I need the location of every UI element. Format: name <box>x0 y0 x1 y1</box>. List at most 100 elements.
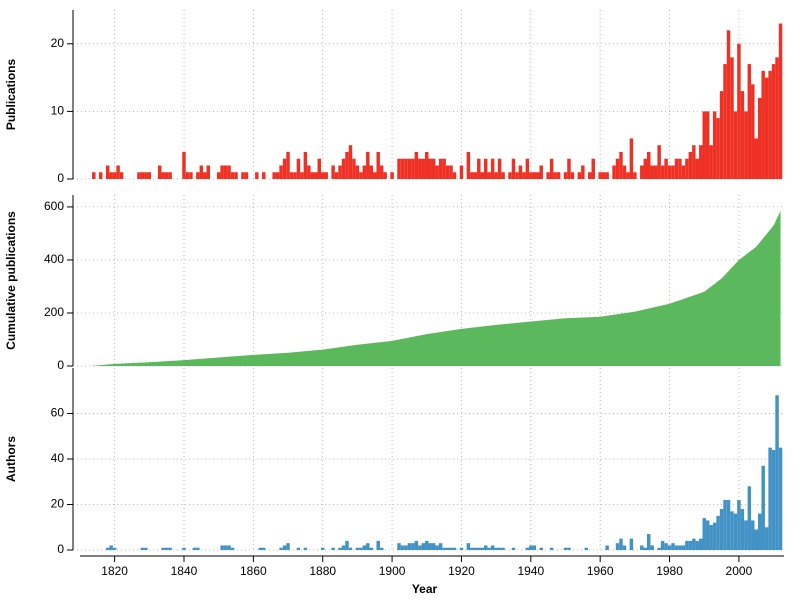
bar <box>272 172 276 179</box>
bar <box>626 172 630 179</box>
bar <box>216 172 221 179</box>
bar <box>657 547 661 550</box>
bar <box>234 172 238 179</box>
bar <box>692 145 696 179</box>
bar <box>262 547 266 550</box>
x-axis-label: Year <box>412 582 438 596</box>
bar <box>275 172 280 179</box>
bar <box>563 547 568 550</box>
bar <box>300 172 304 179</box>
bar <box>664 158 668 179</box>
bar <box>352 158 356 179</box>
bar <box>383 172 387 179</box>
y-tick-label: 200 <box>44 305 64 319</box>
bar <box>483 545 488 550</box>
bar <box>369 547 374 550</box>
bar <box>435 165 439 179</box>
bar <box>605 545 609 550</box>
bar <box>407 543 412 550</box>
bar <box>459 547 464 550</box>
bar <box>695 158 700 179</box>
bar <box>761 465 765 550</box>
bar <box>203 172 207 179</box>
bar <box>667 545 672 550</box>
y-tick-label: 10 <box>51 104 65 118</box>
bar <box>161 172 165 179</box>
y-axis-label: Publications <box>4 59 18 131</box>
bar <box>699 145 703 179</box>
x-tick-label: 1820 <box>101 564 128 578</box>
bar <box>681 165 686 179</box>
bar <box>338 547 342 550</box>
bar <box>511 547 516 550</box>
bar <box>470 547 474 550</box>
bar <box>397 543 401 550</box>
bar <box>341 545 346 550</box>
bar <box>730 57 734 179</box>
bar <box>418 545 422 550</box>
x-tick-label: 1940 <box>517 564 544 578</box>
bar <box>449 165 453 179</box>
x-tick-label: 1880 <box>309 564 336 578</box>
bar <box>116 165 120 179</box>
bar <box>588 172 592 179</box>
x-tick-label: 1960 <box>587 564 614 578</box>
bar <box>525 547 530 550</box>
bar <box>227 165 231 179</box>
bar <box>112 172 117 179</box>
bar <box>230 172 235 179</box>
bar <box>279 165 283 179</box>
bar <box>366 543 370 550</box>
bar <box>341 158 346 179</box>
bar <box>688 540 693 550</box>
bar <box>230 547 235 550</box>
bar <box>390 172 394 179</box>
bar <box>480 172 484 179</box>
bar <box>258 547 263 550</box>
bar <box>678 545 682 550</box>
bar <box>144 547 148 550</box>
bar <box>182 151 186 179</box>
bar <box>522 172 526 179</box>
bar <box>376 540 380 550</box>
bar <box>667 165 672 179</box>
bar <box>296 158 301 179</box>
bar <box>647 534 651 550</box>
bar <box>109 172 113 179</box>
bar <box>164 547 169 550</box>
x-tick-label: 1860 <box>240 564 267 578</box>
bar <box>744 520 748 550</box>
bar <box>345 540 349 550</box>
bar <box>598 172 602 179</box>
bar <box>206 165 210 179</box>
bar <box>490 158 495 179</box>
y-tick-label: 400 <box>44 252 64 266</box>
bar <box>768 70 772 179</box>
bar <box>431 158 436 179</box>
bar <box>196 172 200 179</box>
bar <box>567 547 571 550</box>
bar <box>778 447 783 550</box>
bar <box>442 158 446 179</box>
bar <box>747 486 752 550</box>
bar <box>414 151 419 179</box>
bar <box>775 395 779 550</box>
bar <box>369 165 374 179</box>
bar <box>425 151 429 179</box>
bar <box>359 547 363 550</box>
bar <box>719 509 724 550</box>
bar <box>473 172 478 179</box>
bar <box>570 172 575 179</box>
bar <box>768 447 772 550</box>
bar <box>716 118 720 179</box>
bar <box>539 165 543 179</box>
bar <box>338 165 342 179</box>
bar <box>466 151 471 179</box>
bar <box>376 151 380 179</box>
bar <box>549 547 554 550</box>
bar <box>445 547 450 550</box>
bar <box>678 158 682 179</box>
bar <box>459 165 464 179</box>
bar <box>695 540 700 550</box>
bar <box>733 513 738 550</box>
